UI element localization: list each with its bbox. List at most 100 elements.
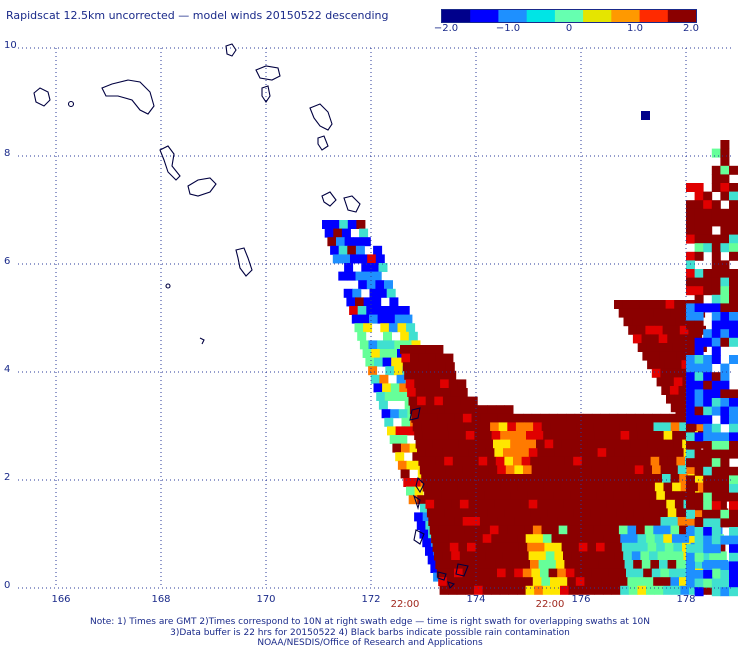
wind-cell — [596, 542, 605, 552]
wind-cell — [457, 379, 467, 389]
wind-cell — [729, 492, 738, 502]
wind-cell — [636, 474, 646, 483]
wind-cell — [528, 551, 538, 561]
wind-cell — [432, 491, 442, 501]
wind-cell — [338, 271, 348, 281]
wind-cell — [666, 317, 676, 327]
wind-cell — [686, 527, 695, 536]
wind-cell — [711, 337, 721, 347]
wind-cell — [435, 456, 445, 466]
wind-cell — [623, 499, 633, 509]
wind-cell — [703, 243, 713, 253]
wind-cell — [694, 458, 704, 468]
wind-cell — [548, 568, 558, 578]
wind-cell — [455, 577, 465, 587]
colorbar-segment — [639, 10, 669, 22]
wind-cell — [654, 343, 664, 352]
wind-cell — [711, 260, 721, 270]
wind-cell — [488, 568, 498, 578]
wind-cell — [557, 465, 567, 475]
wind-cell — [521, 508, 531, 518]
wind-cell — [674, 551, 684, 561]
wind-cell — [720, 226, 730, 235]
wind-cell — [584, 525, 594, 535]
wind-cell — [661, 577, 671, 587]
wind-cell — [711, 492, 721, 502]
wind-cell — [488, 413, 498, 423]
wind-cell — [660, 465, 670, 475]
wind-cell — [576, 422, 586, 432]
wind-cell — [468, 448, 478, 458]
wind-cell — [694, 501, 704, 511]
wind-cell — [583, 568, 592, 578]
wind-cell — [640, 499, 650, 509]
wind-cell — [644, 525, 654, 535]
wind-cell — [671, 585, 681, 595]
wind-cell — [464, 577, 473, 587]
wind-cell — [580, 551, 590, 561]
wind-cell — [542, 585, 552, 595]
wind-cell — [541, 474, 551, 483]
wind-cell — [357, 331, 367, 341]
wind-cell — [729, 200, 738, 210]
wind-cell — [461, 456, 471, 466]
wind-cell — [637, 431, 647, 440]
wind-cell — [504, 508, 514, 518]
wind-cell — [341, 228, 351, 238]
wind-cell — [485, 499, 495, 509]
wind-cell — [706, 585, 716, 595]
wind-cell — [711, 380, 721, 390]
wind-cell — [322, 220, 331, 229]
wind-cell — [588, 551, 598, 561]
wind-cell — [711, 303, 721, 313]
wind-cell — [703, 441, 713, 450]
wind-cell — [674, 300, 684, 309]
wind-cell — [686, 208, 695, 218]
wind-cell — [524, 474, 534, 483]
wind-cell — [670, 525, 680, 535]
wind-cell — [472, 422, 482, 432]
wind-cell — [547, 508, 557, 518]
wind-cell — [536, 439, 545, 449]
wind-cell — [404, 370, 414, 380]
wind-cell — [720, 140, 730, 149]
wind-cell — [663, 343, 673, 352]
wind-cell — [720, 509, 730, 519]
wind-cell — [563, 448, 573, 458]
wind-cell — [646, 534, 656, 544]
wind-cell — [694, 337, 704, 347]
wind-cell — [547, 456, 557, 466]
wind-cell — [632, 334, 642, 344]
wind-cell — [581, 560, 591, 569]
wind-cell — [593, 422, 603, 432]
wind-cell — [339, 220, 349, 229]
wind-cell — [610, 422, 620, 432]
wind-cell — [430, 564, 440, 573]
wind-cell — [639, 542, 648, 552]
wind-cell — [426, 508, 436, 518]
wind-cell — [644, 308, 654, 318]
wind-cell — [686, 260, 695, 270]
wind-cell — [669, 465, 679, 475]
wind-cell — [648, 300, 658, 309]
wind-cell — [497, 465, 507, 475]
wind-cell — [614, 448, 624, 458]
wind-cell — [459, 499, 469, 509]
wind-cell — [408, 345, 418, 354]
wind-cell — [657, 300, 666, 309]
wind-cell — [686, 544, 695, 554]
wind-cell — [637, 534, 647, 544]
wind-cell — [659, 508, 669, 518]
wind-cell — [557, 568, 567, 578]
wind-cell — [428, 362, 438, 372]
wind-cell — [669, 368, 678, 378]
wind-cell — [534, 431, 544, 440]
wind-cell — [711, 406, 721, 416]
wind-cell — [720, 449, 730, 459]
wind-cell — [657, 499, 667, 509]
wind-cell — [720, 432, 730, 442]
wind-cell — [364, 271, 374, 281]
wind-cell — [517, 585, 526, 595]
wind-cell — [379, 349, 389, 358]
wind-cell — [720, 380, 730, 390]
